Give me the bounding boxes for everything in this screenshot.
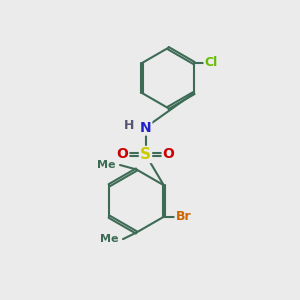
Text: Me: Me <box>100 234 118 244</box>
Text: O: O <box>163 148 175 161</box>
Text: O: O <box>116 148 128 161</box>
Text: Cl: Cl <box>205 56 218 70</box>
Text: Me: Me <box>97 160 116 170</box>
Text: H: H <box>124 118 134 132</box>
Text: Br: Br <box>176 210 191 223</box>
Text: S: S <box>140 147 151 162</box>
Text: N: N <box>140 121 151 134</box>
